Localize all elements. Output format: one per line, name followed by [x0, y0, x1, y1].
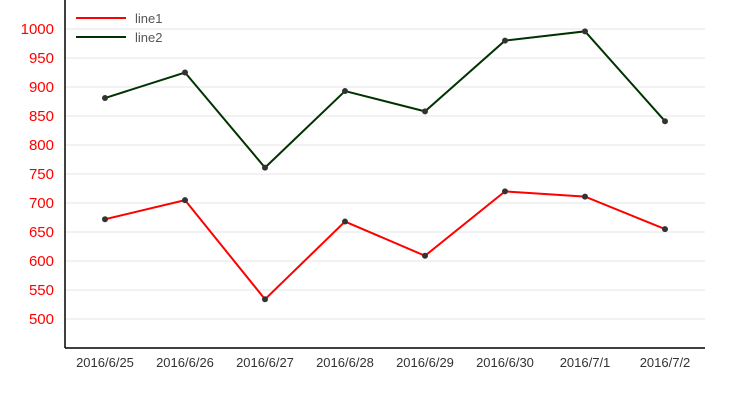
y-tick-label: 900 — [29, 79, 54, 96]
data-point-line1[interactable] — [102, 216, 108, 223]
x-tick-label: 2016/7/2 — [640, 355, 691, 370]
data-point-line2[interactable] — [422, 108, 428, 115]
x-tick-label: 2016/6/27 — [236, 355, 294, 370]
data-point-line2[interactable] — [502, 37, 508, 44]
legend-label-line1[interactable]: line1 — [135, 11, 162, 26]
y-tick-label: 1000 — [21, 21, 54, 38]
data-point-line2[interactable] — [582, 28, 588, 35]
data-point-line1[interactable] — [662, 226, 668, 233]
x-tick-label: 2016/6/26 — [156, 355, 214, 370]
data-point-line2[interactable] — [342, 88, 348, 95]
plot-area — [102, 28, 668, 303]
y-tick-label: 800 — [29, 137, 54, 154]
x-tick-label: 2016/6/29 — [396, 355, 454, 370]
x-tick-label: 2016/6/25 — [76, 355, 134, 370]
y-tick-label: 650 — [29, 224, 54, 241]
y-tick-label: 750 — [29, 166, 54, 183]
y-axis: 500 550 600 650 700 750 800 850 900 950 1000 — [21, 0, 66, 348]
x-tick-label: 2016/7/1 — [560, 355, 611, 370]
y-tick-label: 600 — [29, 253, 54, 270]
data-point-line2[interactable] — [662, 118, 668, 125]
y-tick-label: 550 — [29, 282, 54, 299]
legend: line1 line2 — [76, 11, 162, 45]
grid-lines — [65, 28, 705, 320]
y-tick-label: 850 — [29, 108, 54, 125]
series-line-line1 — [104, 190, 666, 301]
series-line-line2 — [104, 30, 666, 170]
data-point-line1[interactable] — [182, 197, 188, 204]
x-tick-label: 2016/6/28 — [316, 355, 374, 370]
y-tick-label: 700 — [29, 195, 54, 212]
data-point-line2[interactable] — [102, 95, 108, 102]
legend-label-line2[interactable]: line2 — [135, 30, 162, 45]
data-point-line1[interactable] — [502, 188, 508, 195]
x-axis: 2016/6/25 2016/6/26 2016/6/27 2016/6/28 2016… — [65, 347, 705, 370]
x-tick-label: 2016/6/30 — [476, 355, 534, 370]
data-point-line2[interactable] — [262, 164, 268, 171]
y-tick-label: 500 — [29, 311, 54, 328]
data-point-line1[interactable] — [582, 193, 588, 200]
y-tick-label: 950 — [29, 50, 54, 67]
data-point-line1[interactable] — [262, 296, 268, 303]
data-point-line2[interactable] — [182, 69, 188, 76]
data-point-line1[interactable] — [342, 218, 348, 225]
data-point-line1[interactable] — [422, 252, 428, 259]
